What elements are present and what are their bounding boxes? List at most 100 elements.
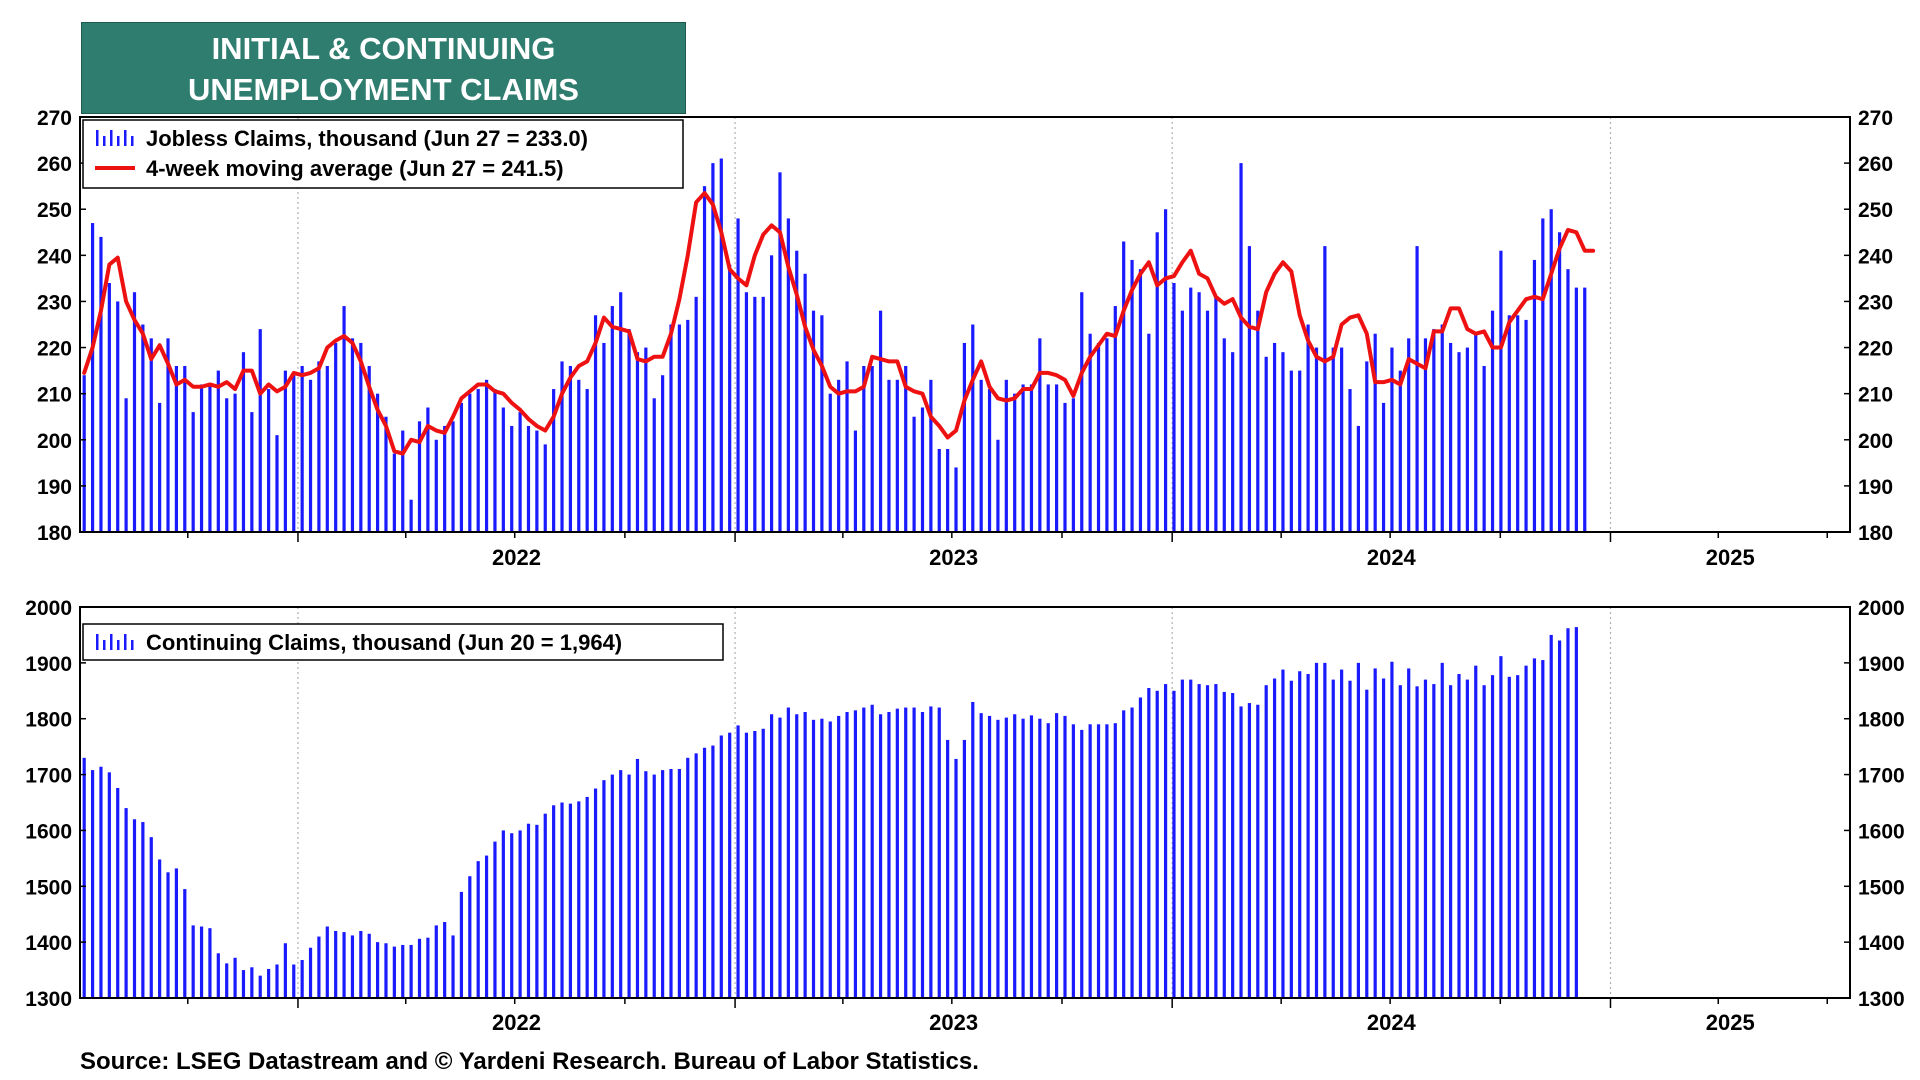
continuing-bar [1272,678,1277,998]
continuing-bar [426,937,430,998]
continuing-bar [1105,724,1109,998]
initial-bar [1449,342,1453,532]
initial-bar [568,366,572,532]
continuing-y-tick-label-right: 1500 [1858,876,1905,899]
continuing-bar [476,861,480,998]
continuing-bar [1113,723,1117,998]
initial-bar [1415,246,1419,533]
initial-bar [711,163,715,533]
initial-bar [1516,315,1520,532]
initial-bar [1583,287,1587,532]
initial-bar [275,435,279,532]
initial-bar [1306,324,1310,532]
initial-bar [1557,232,1562,532]
continuing-y-tick-label-left: 1500 [25,876,72,899]
continuing-bar [820,718,824,998]
initial-y-tick-label-left: 240 [37,245,72,268]
initial-bar [719,158,723,532]
initial-y-tick-label-left: 260 [37,153,72,176]
initial-bar [174,366,178,532]
continuing-bar [1490,675,1495,998]
initial-bar [845,361,849,532]
initial-y-tick-label-right: 250 [1858,199,1893,222]
continuing-bar [1306,674,1310,998]
continuing-bar [1138,697,1143,998]
initial-bar [1231,352,1235,532]
initial-bar [635,352,640,532]
continuing-bar [1574,627,1578,998]
continuing-legend-bar-swatch [110,634,113,650]
continuing-bar [1348,680,1352,998]
continuing-bar [1029,715,1034,998]
continuing-y-tick-label-left: 1600 [25,820,72,843]
continuing-bar [619,770,623,998]
continuing-bar [1457,674,1461,998]
continuing-bar [1373,668,1377,998]
initial-y-tick-label-right: 260 [1858,153,1893,176]
continuing-bar [971,701,975,998]
continuing-bar [1038,718,1042,998]
continuing-bar [1088,724,1092,998]
continuing-bar [895,708,899,998]
continuing-bar [585,796,589,998]
initial-bar [116,301,120,532]
continuing-bar [417,938,422,998]
continuing-bar [837,715,841,998]
continuing-bar [602,780,606,998]
initial-bar [1247,246,1252,533]
initial-bar [1021,384,1025,532]
initial-bar [1272,342,1277,532]
continuing-bar [887,712,891,998]
initial-bar [426,407,430,532]
continuing-bar [350,935,355,998]
initial-bar [468,393,472,532]
continuing-bar [1541,660,1545,998]
initial-bar [761,296,765,532]
continuing-bar [1298,671,1302,998]
initial-bar [627,329,631,532]
initial-legend-bar-swatch [131,136,134,146]
continuing-bar [811,719,816,998]
initial-bar [124,398,128,532]
initial-bar [1155,232,1159,532]
initial-bar [1432,329,1436,532]
continuing-bar [761,728,765,998]
initial-y-tick-label-left: 190 [37,476,72,499]
initial-bar [1465,347,1469,532]
continuing-bar [484,855,489,998]
initial-legend-bar-swatch [124,130,127,146]
initial-y-tick-label-right: 180 [1858,522,1893,545]
continuing-bar [141,822,145,998]
continuing-legend-label: Continuing Claims, thousand (Jun 20 = 1,… [146,630,622,655]
continuing-bar [325,926,329,998]
initial-bar [661,375,665,532]
initial-bar [1239,163,1243,533]
continuing-y-tick-label-left: 1400 [25,932,72,955]
continuing-bar [1147,687,1151,998]
continuing-bar [929,706,933,998]
continuing-bar [99,766,103,998]
continuing-bar [183,889,187,998]
continuing-bar [778,717,782,998]
initial-legend-label: Jobless Claims, thousand (Jun 27 = 233.0… [146,126,588,151]
continuing-bar [275,964,279,998]
continuing-bar [334,930,338,998]
initial-bar [1172,283,1176,532]
continuing-bar [610,774,614,998]
continuing-bar [1381,678,1386,998]
initial-bar [610,306,614,532]
continuing-bar [1516,675,1520,998]
continuing-bar [191,925,195,998]
continuing-year-label: 2023 [929,1010,978,1035]
continuing-bar [1180,679,1184,998]
initial-bar [459,402,464,532]
initial-bar [744,292,749,532]
continuing-y-tick-label-right: 1800 [1858,709,1905,732]
continuing-bar [258,975,262,998]
continuing-bar [82,757,86,998]
initial-bar [795,250,799,532]
continuing-bar [149,837,153,998]
continuing-bar [158,859,162,998]
initial-year-label: 2022 [492,545,541,570]
initial-bar [1356,425,1360,532]
